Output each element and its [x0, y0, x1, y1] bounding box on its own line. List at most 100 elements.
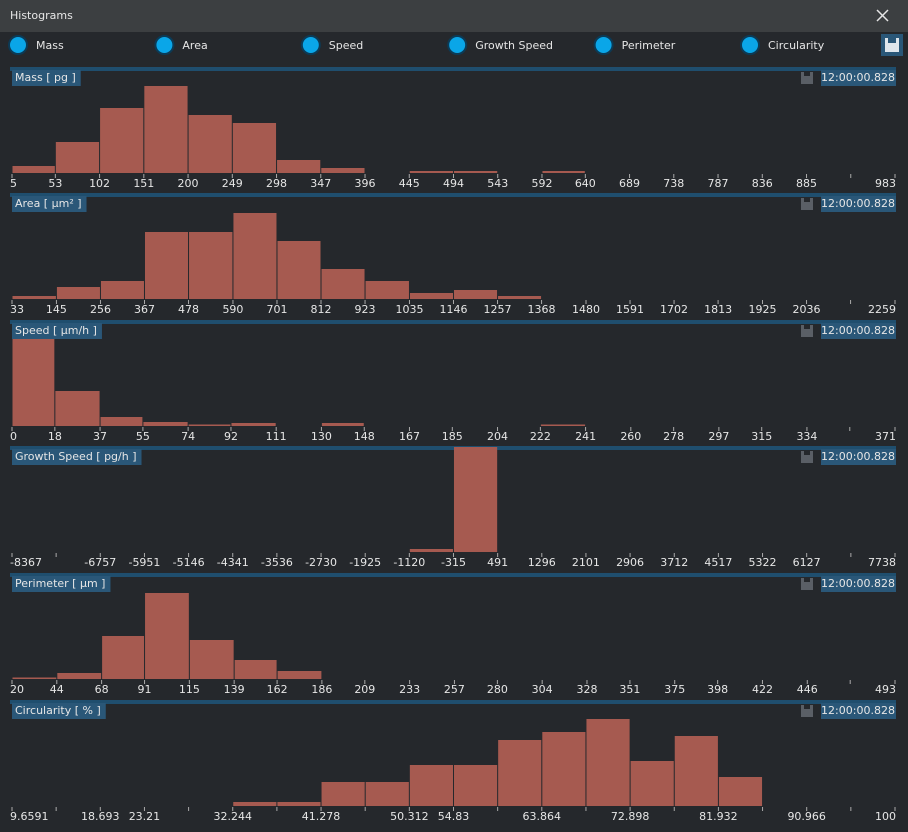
x-tick-label: 100 — [875, 810, 896, 823]
x-tick-label: 1368 — [528, 303, 556, 316]
x-tick-label: 6127 — [793, 556, 821, 569]
x-tick-label: 1813 — [704, 303, 732, 316]
x-tick-label: 640 — [575, 177, 596, 190]
panel-label: Perimeter [ µm ] — [15, 577, 105, 590]
x-tick-label: 162 — [267, 683, 288, 696]
x-tick-label: 983 — [875, 177, 896, 190]
bar — [233, 213, 277, 299]
bar — [100, 108, 144, 173]
x-tick-label: 200 — [178, 177, 199, 190]
x-tick-label: 68 — [95, 683, 109, 696]
bar — [102, 636, 145, 679]
bar — [540, 424, 586, 426]
save-all-button[interactable] — [881, 34, 903, 56]
timestamp-bg — [821, 703, 896, 719]
x-tick-label: 55 — [136, 430, 150, 443]
panel-label: Growth Speed [ pg/h ] — [15, 450, 137, 463]
save-button[interactable] — [801, 325, 813, 337]
save-button[interactable] — [801, 578, 813, 590]
radio-label: Mass — [36, 39, 64, 52]
save-button[interactable] — [801, 198, 813, 210]
x-tick-label: 260 — [620, 430, 641, 443]
x-tick-label: -1925 — [349, 556, 381, 569]
bar — [188, 424, 231, 426]
radio-toggle[interactable]: Area — [154, 35, 208, 55]
x-tick-label: 2906 — [616, 556, 644, 569]
timestamp: 12:00:00.828 — [821, 704, 895, 717]
x-tick-label: 0 — [10, 430, 17, 443]
x-tick-label: 185 — [442, 430, 463, 443]
bar — [321, 269, 365, 299]
radio-toggle[interactable]: Speed — [300, 35, 363, 55]
bar — [145, 593, 189, 679]
x-tick-label: 298 — [266, 177, 287, 190]
timestamp-bg — [821, 449, 896, 465]
x-tick-label: 4517 — [704, 556, 732, 569]
x-tick-label: 278 — [663, 430, 684, 443]
timestamp: 12:00:00.828 — [821, 71, 895, 84]
panel-header-line — [10, 446, 896, 450]
timestamp-bg — [821, 70, 896, 86]
x-tick-label: 102 — [89, 177, 110, 190]
radio-toggle[interactable]: Mass — [8, 35, 64, 55]
x-tick-label: 63.864 — [523, 810, 562, 823]
bar — [321, 168, 365, 173]
bar — [409, 765, 454, 806]
x-tick-label: 37 — [93, 430, 107, 443]
x-tick-label: -4341 — [217, 556, 249, 569]
save-button[interactable] — [801, 451, 813, 463]
bar — [12, 333, 55, 426]
x-tick-label: 249 — [222, 177, 243, 190]
x-tick-label: 33 — [10, 303, 24, 316]
x-tick-label: 493 — [875, 683, 896, 696]
x-tick-label: 233 — [399, 683, 420, 696]
save-icon-slot — [804, 325, 810, 329]
x-tick-label: 115 — [179, 683, 200, 696]
bar — [143, 422, 188, 426]
panel-header-line — [10, 573, 896, 577]
bar — [277, 241, 321, 299]
radio-toggle[interactable]: Circularity — [740, 35, 825, 55]
bar — [100, 417, 143, 426]
bar — [409, 549, 453, 552]
x-tick-label: -5951 — [128, 556, 160, 569]
x-tick-label: -3536 — [261, 556, 293, 569]
radio-toggle[interactable]: Perimeter — [593, 35, 676, 55]
x-tick-label: 1296 — [528, 556, 556, 569]
bar — [12, 166, 55, 173]
save-icon-slot — [804, 72, 810, 76]
x-tick-label: 787 — [708, 177, 729, 190]
x-tick-label: 1591 — [616, 303, 644, 316]
x-tick-label: -6757 — [84, 556, 116, 569]
close-button[interactable] — [876, 9, 889, 22]
x-tick-label: 446 — [797, 683, 818, 696]
x-tick-label: 398 — [707, 683, 728, 696]
x-tick-label: 209 — [354, 683, 375, 696]
x-tick-label: 375 — [664, 683, 685, 696]
timestamp-bg — [821, 576, 896, 592]
x-tick-label: 396 — [355, 177, 376, 190]
x-tick-label: -8367 — [10, 556, 42, 569]
x-tick-label: 885 — [796, 177, 817, 190]
radio-toggle[interactable]: Growth Speed — [447, 35, 553, 55]
x-tick-label: 139 — [224, 683, 245, 696]
save-icon-slot — [804, 198, 810, 202]
save-button[interactable] — [801, 72, 813, 84]
x-tick-label: 204 — [487, 430, 508, 443]
x-tick-label: 81.932 — [699, 810, 738, 823]
panel-header-line — [10, 700, 896, 704]
x-tick-label: 130 — [311, 430, 332, 443]
save-button[interactable] — [801, 705, 813, 717]
timestamp: 12:00:00.828 — [821, 577, 895, 590]
x-tick-label: 18 — [48, 430, 62, 443]
panel-label-bg — [12, 703, 106, 719]
x-tick-label: 590 — [222, 303, 243, 316]
x-tick-label: 74 — [181, 430, 195, 443]
radio-label: Circularity — [768, 39, 825, 52]
x-tick-label: 280 — [487, 683, 508, 696]
x-tick-label: 3712 — [660, 556, 688, 569]
x-tick-label: 328 — [576, 683, 597, 696]
bar — [321, 423, 364, 426]
radio-label: Speed — [329, 39, 363, 52]
